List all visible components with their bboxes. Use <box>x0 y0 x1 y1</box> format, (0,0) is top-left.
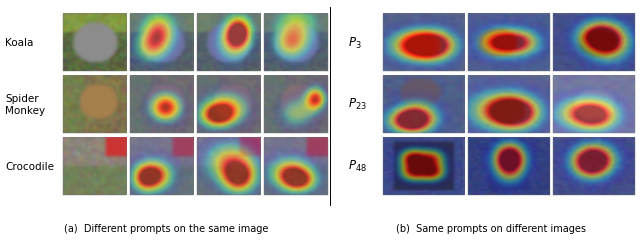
Bar <box>554 76 635 133</box>
Bar <box>63 14 126 72</box>
Bar <box>130 76 193 133</box>
Text: $P_{23}$: $P_{23}$ <box>348 97 367 112</box>
Bar <box>383 138 464 195</box>
Bar <box>63 76 126 133</box>
Text: (a)  Different prompts on the same image: (a) Different prompts on the same image <box>64 224 269 234</box>
Bar <box>383 76 464 133</box>
Bar <box>264 76 328 133</box>
Bar <box>63 138 126 195</box>
Bar <box>383 14 464 72</box>
Text: $P_3$: $P_3$ <box>348 35 362 51</box>
Text: (b)  Same prompts on different images: (b) Same prompts on different images <box>396 224 586 234</box>
Bar <box>264 14 328 72</box>
Text: $P_{48}$: $P_{48}$ <box>348 159 367 174</box>
Bar <box>197 138 260 195</box>
Bar <box>554 138 635 195</box>
Bar <box>554 14 635 72</box>
Bar <box>130 14 193 72</box>
Text: Koala: Koala <box>5 38 33 48</box>
Bar <box>130 138 193 195</box>
Bar <box>468 138 550 195</box>
Text: Crocodile: Crocodile <box>5 162 54 172</box>
Text: Spider
Monkey: Spider Monkey <box>5 94 45 116</box>
Bar <box>468 76 550 133</box>
Bar <box>197 76 260 133</box>
Bar <box>197 14 260 72</box>
Bar <box>468 14 550 72</box>
Bar <box>264 138 328 195</box>
